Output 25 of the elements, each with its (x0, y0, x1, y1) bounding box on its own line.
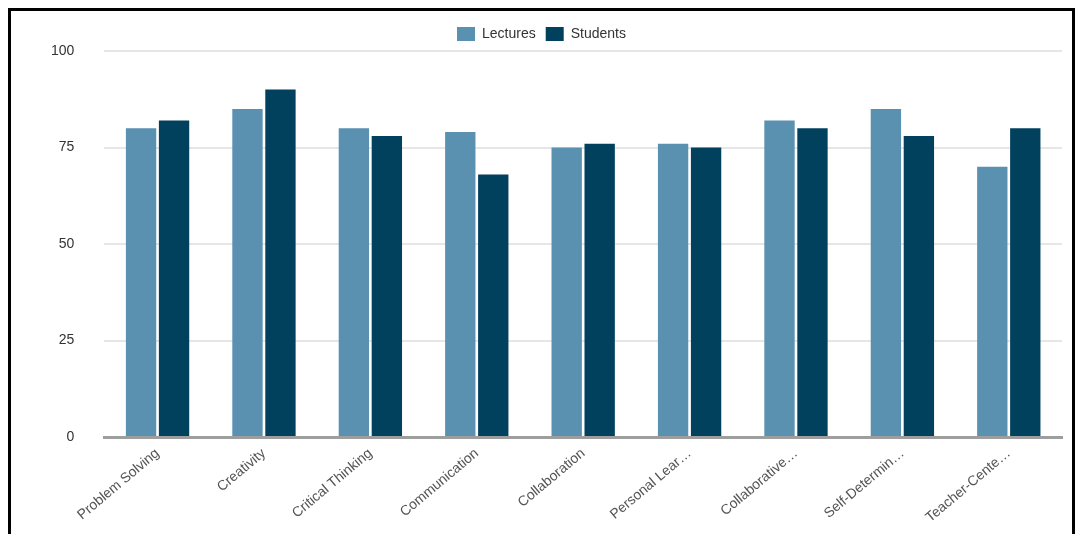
y-tick-label: 25 (58, 331, 75, 348)
bar (870, 108, 902, 437)
y-tick-label: 0 (66, 427, 75, 444)
bar (125, 128, 157, 437)
bar (903, 135, 935, 437)
bar (338, 128, 370, 437)
bar (690, 147, 722, 437)
y-tick-label: 50 (58, 234, 75, 251)
bar (445, 132, 476, 437)
bar (265, 89, 296, 437)
bar (657, 143, 689, 437)
bar (158, 120, 190, 437)
bar (1010, 128, 1041, 437)
bar (232, 108, 263, 437)
legend-label: Lectures (482, 24, 536, 41)
bar (478, 174, 509, 437)
bar (371, 135, 403, 437)
y-tick-label: 75 (58, 138, 75, 155)
bar (797, 128, 828, 437)
bar (977, 166, 1008, 437)
bar (764, 120, 795, 437)
bar (584, 143, 615, 437)
legend-label: Students (570, 24, 626, 41)
bar (551, 147, 582, 437)
y-tick-label: 100 (51, 41, 75, 58)
